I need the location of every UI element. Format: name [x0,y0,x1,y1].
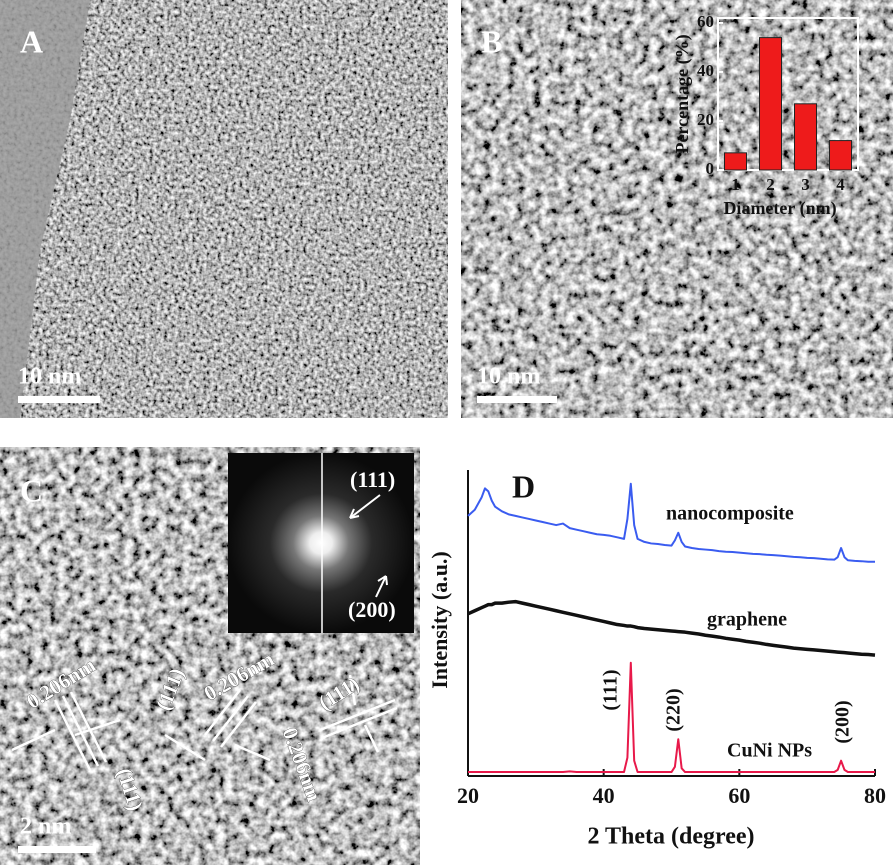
x-tick-label: 40 [593,783,615,808]
scale-bar [18,396,100,403]
y-tick-label: 40 [697,61,714,80]
x-tick-label: 2 [766,175,775,194]
tem-image [461,0,893,418]
fft-label: (111) [350,467,395,492]
series-label: graphene [707,609,787,631]
fft-inset [228,453,414,633]
panel-label: C [20,472,43,508]
bar [829,140,852,171]
histogram-inset: Percentage (%) Diameter (nm) 0 20 40 60 1 2 3 4 [672,12,859,219]
panel-a: A 10 nm [0,0,448,418]
scale-bar-label: 2 nm [20,814,71,840]
x-tick-label: 60 [728,783,750,808]
fft-label: (200) [348,597,396,622]
panel-label: A [20,23,43,59]
lattice-fringes [11,674,398,771]
support-edge [0,0,90,418]
panel-d: D Intensity (a.u.) 2 Theta (degree) nano… [420,447,893,865]
arrow [349,494,381,519]
y-tick-label: 60 [697,12,714,31]
x-axis-label: Diameter (nm) [723,198,836,219]
bar [794,103,817,171]
y-tick-label: 20 [697,110,714,129]
arrow [375,575,388,598]
series-label: nanocomposite [666,503,794,525]
panel-b: B 10 nm Percentage (%) Diameter (nm) 0 20… [461,0,893,418]
y-axis-label: Intensity (a.u.) [427,551,452,689]
series-line [468,661,875,774]
x-tick-label: 20 [457,783,479,808]
bar [724,152,747,171]
y-axis-label: Percentage (%) [672,34,693,153]
y-tick-label: 0 [706,159,715,178]
x-axis-label: 2 Theta (degree) [587,824,754,850]
panel-c: C (111) (200) 0.206nm (111) (111) 0.206n… [0,447,448,865]
scale-bar-label: 10 nm [18,364,81,390]
inset-frame [717,17,859,171]
panel-label: B [481,23,502,59]
scale-bar-label: 10 nm [477,364,540,390]
scale-bar [18,846,96,853]
panel-label: D [512,468,535,504]
peak-label: (111) [600,669,622,710]
x-tick-label: 80 [864,783,886,808]
bar [759,37,782,171]
x-tick-label: 1 [731,175,740,194]
series-label: CuNi NPs [727,740,812,762]
series-line [467,599,876,657]
peak-label: (220) [663,688,685,731]
scale-bar [477,396,557,403]
series-line [467,482,875,563]
x-tick-label: 3 [801,175,810,194]
peak-label: (200) [832,700,854,743]
x-tick-label: 4 [836,175,845,194]
panel-background [420,447,893,865]
